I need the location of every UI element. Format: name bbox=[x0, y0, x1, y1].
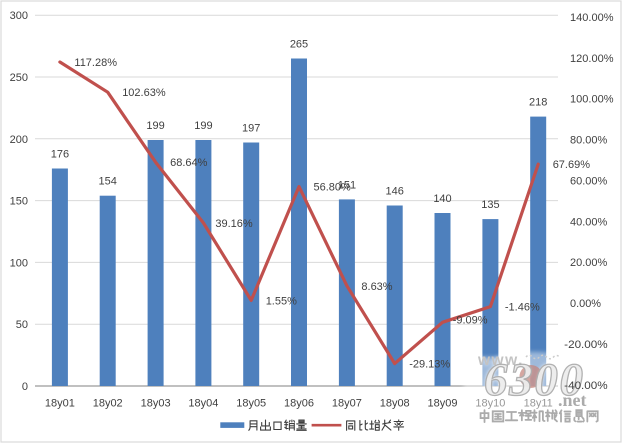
svg-text:120.00%: 120.00% bbox=[570, 53, 614, 65]
svg-text:68.64%: 68.64% bbox=[170, 157, 208, 169]
svg-text:1.55%: 1.55% bbox=[266, 295, 297, 307]
svg-text:18y01: 18y01 bbox=[45, 398, 75, 410]
svg-text:8.63%: 8.63% bbox=[361, 281, 392, 293]
svg-text:20.00%: 20.00% bbox=[570, 257, 607, 269]
svg-text:-40.00%: -40.00% bbox=[564, 380, 608, 392]
svg-text:140: 140 bbox=[433, 193, 451, 205]
svg-text:18y03: 18y03 bbox=[141, 398, 171, 410]
svg-text:40.00%: 40.00% bbox=[570, 216, 607, 228]
svg-text:www.: www. bbox=[477, 352, 523, 369]
svg-text:18y05: 18y05 bbox=[236, 398, 266, 410]
svg-text:-29.13%: -29.13% bbox=[409, 359, 450, 371]
svg-text:www.: www. bbox=[477, 352, 524, 369]
svg-text:140.00%: 140.00% bbox=[570, 12, 614, 24]
svg-text:200: 200 bbox=[10, 134, 28, 146]
svg-text:80.00%: 80.00% bbox=[570, 135, 607, 147]
svg-text:250: 250 bbox=[10, 72, 28, 84]
svg-text:-9.09%: -9.09% bbox=[453, 314, 488, 326]
svg-text:0: 0 bbox=[22, 381, 28, 393]
svg-text:218: 218 bbox=[529, 97, 547, 109]
svg-text:199: 199 bbox=[146, 120, 164, 132]
svg-text:67.69%: 67.69% bbox=[553, 159, 591, 171]
svg-text:150: 150 bbox=[10, 196, 28, 208]
svg-text:100.00%: 100.00% bbox=[570, 94, 614, 106]
svg-text:-20.00%: -20.00% bbox=[564, 339, 608, 351]
svg-text:18y02: 18y02 bbox=[93, 398, 123, 410]
svg-text:100: 100 bbox=[10, 257, 28, 269]
svg-text:300: 300 bbox=[10, 10, 28, 22]
svg-text:.net: .net bbox=[558, 390, 587, 410]
svg-text:265: 265 bbox=[290, 39, 308, 51]
svg-text:146: 146 bbox=[386, 186, 404, 198]
svg-text:18y08: 18y08 bbox=[380, 398, 410, 410]
svg-text:117.28%: 117.28% bbox=[74, 57, 117, 69]
svg-text:56.80%: 56.80% bbox=[314, 182, 352, 194]
svg-text:39.16%: 39.16% bbox=[215, 218, 253, 230]
svg-text:18y06: 18y06 bbox=[284, 398, 314, 410]
svg-text:6300: 6300 bbox=[484, 354, 583, 406]
svg-text:60.00%: 60.00% bbox=[570, 175, 607, 187]
svg-text:18y07: 18y07 bbox=[332, 398, 362, 410]
svg-text:199: 199 bbox=[194, 120, 212, 132]
svg-text:176: 176 bbox=[51, 149, 69, 161]
svg-text:154: 154 bbox=[99, 176, 117, 188]
svg-text:18y04: 18y04 bbox=[188, 398, 218, 410]
svg-text:135: 135 bbox=[481, 199, 499, 211]
svg-text:0.00%: 0.00% bbox=[570, 298, 601, 310]
svg-text:50: 50 bbox=[16, 319, 28, 331]
svg-text:18y09: 18y09 bbox=[428, 398, 458, 410]
svg-text:197: 197 bbox=[242, 123, 260, 135]
svg-text:102.63%: 102.63% bbox=[122, 87, 166, 99]
svg-text:-1.46%: -1.46% bbox=[505, 302, 540, 314]
svg-text:151: 151 bbox=[338, 179, 356, 191]
svg-text:.net: .net bbox=[558, 390, 587, 410]
